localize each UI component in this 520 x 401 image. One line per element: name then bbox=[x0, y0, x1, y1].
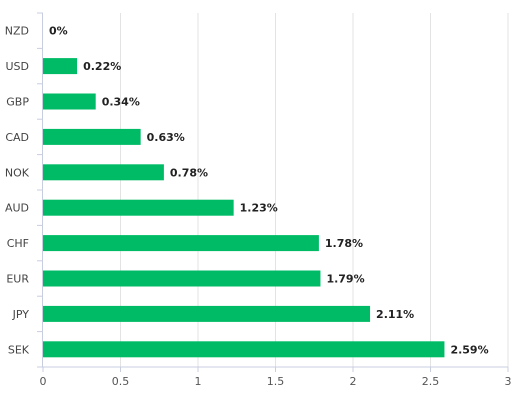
x-tick-label: 2.5 bbox=[422, 375, 440, 388]
x-tick-label: 2 bbox=[350, 375, 357, 388]
category-label: NZD bbox=[5, 25, 29, 38]
bar bbox=[43, 58, 78, 75]
data-label: 0.22% bbox=[83, 60, 121, 73]
bar bbox=[43, 270, 321, 287]
bar bbox=[43, 128, 141, 145]
bar bbox=[43, 93, 96, 110]
x-tick-label: 0 bbox=[40, 375, 47, 388]
category-label: USD bbox=[5, 60, 29, 73]
data-label: 0% bbox=[49, 25, 68, 38]
data-label: 1.79% bbox=[326, 273, 364, 286]
category-label: CAD bbox=[5, 131, 29, 144]
data-label: 2.11% bbox=[376, 308, 414, 321]
data-label: 0.63% bbox=[147, 131, 185, 144]
bar bbox=[43, 305, 371, 322]
x-tick-label: 1 bbox=[195, 375, 202, 388]
bar bbox=[43, 164, 164, 181]
category-label: JPY bbox=[12, 308, 30, 321]
data-label: 0.78% bbox=[170, 166, 208, 179]
x-tick-label: 1.5 bbox=[267, 375, 285, 388]
data-label: 2.59% bbox=[450, 343, 488, 356]
data-label: 1.23% bbox=[240, 202, 278, 215]
data-label: 1.78% bbox=[325, 237, 363, 250]
category-label: SEK bbox=[8, 343, 30, 356]
category-label: CHF bbox=[7, 237, 29, 250]
data-label: 0.34% bbox=[102, 96, 140, 109]
category-label: NOK bbox=[5, 166, 30, 179]
x-tick-label: 3 bbox=[505, 375, 512, 388]
bar bbox=[43, 235, 319, 252]
bars bbox=[43, 58, 445, 358]
category-label: EUR bbox=[6, 273, 29, 286]
axes bbox=[37, 12, 509, 372]
bar bbox=[43, 341, 445, 358]
category-label: AUD bbox=[5, 202, 29, 215]
bar bbox=[43, 199, 234, 216]
x-tick-label: 0.5 bbox=[112, 375, 130, 388]
category-label: GBP bbox=[6, 96, 29, 109]
labels: 0 0.5 1 1.5 2 2.5 3 NZD 0% USD 0.22% GBP 0.34% CAD 0.6… bbox=[5, 25, 512, 388]
